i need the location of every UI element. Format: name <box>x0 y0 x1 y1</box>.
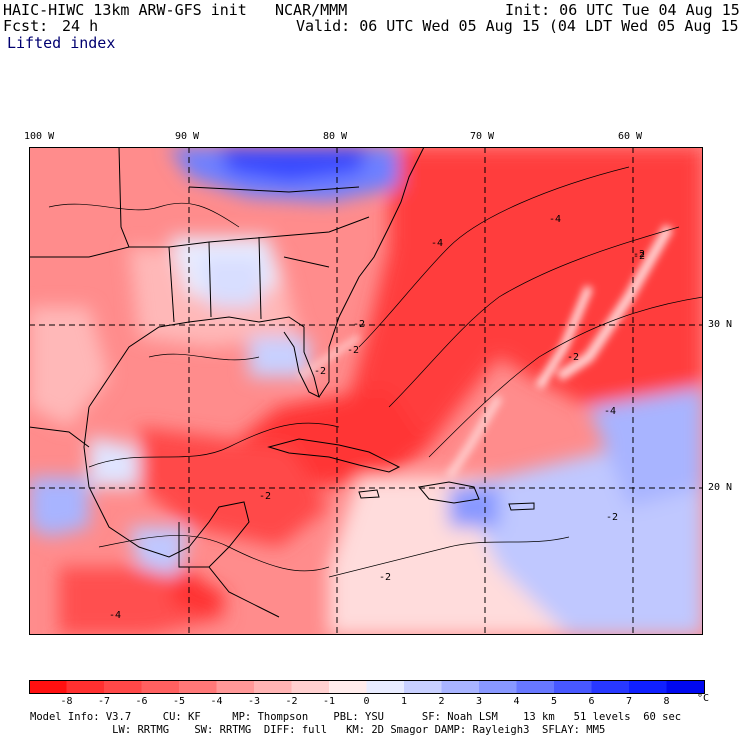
forecast-hour: 24 h <box>62 17 99 35</box>
valid-time: Valid: 06 UTC Wed 05 Aug 15 (04 LDT Wed … <box>296 17 740 35</box>
colorbar-cell <box>141 680 180 694</box>
contour-label: -2 <box>353 319 365 330</box>
model-title: HAIC-HIWC 13km ARW-GFS init <box>3 1 247 19</box>
lifted-index-map: -4 -2 -2 -2 -4 -2 -2 -4 -2 -2 -2 -2 -4 <box>29 147 703 635</box>
colorbar-cell <box>291 680 330 694</box>
colorbar-tick-label: -8 <box>60 696 73 707</box>
map-frame <box>29 147 703 635</box>
colorbar-tick-label: -5 <box>172 696 186 707</box>
contour-label: -2 <box>314 366 326 377</box>
colorbar-cell <box>479 680 517 694</box>
model-info-line2: LW: RRTMG SW: RRTMG DIFF: full KM: 2D Sm… <box>30 724 606 736</box>
colorbar-cell <box>329 680 367 694</box>
model-info-line1: Model Info: V3.7 CU: KF MP: Thompson PBL… <box>30 711 682 723</box>
colorbar-cell <box>66 680 105 694</box>
colorbar-unit: °C <box>697 693 710 704</box>
colorbar-cell <box>554 680 592 694</box>
contour-label: -2 <box>347 345 359 356</box>
lon-label-90w: 90 W <box>175 131 200 142</box>
contour-label: -4 <box>604 406 616 417</box>
colorbar-cell <box>254 680 292 694</box>
colorbar-cell <box>216 680 255 694</box>
field-name: Lifted index <box>7 34 116 52</box>
colorbar-tick-label: 3 <box>475 696 483 707</box>
colorbar-cell <box>404 680 442 694</box>
contour-label: -2 <box>606 512 618 523</box>
colorbar <box>29 680 705 694</box>
colorbar-tick-label: 2 <box>438 696 445 707</box>
contour-labels: -4 -2 -2 -2 -4 -2 -2 -4 -2 -2 -2 -2 -4 <box>109 214 645 621</box>
colorbar-cell <box>179 680 217 694</box>
colorbar-cell <box>104 680 142 694</box>
colorbar-tick-label: 6 <box>588 696 595 707</box>
colorbar-tick-label: 5 <box>550 696 558 707</box>
colorbar-cell <box>29 680 67 694</box>
lat-label-30n: 30 N <box>708 319 733 330</box>
colorbar-tick-label: -1 <box>322 696 336 707</box>
colorbar-tick-label: -4 <box>210 696 223 707</box>
colorbar-cell <box>441 680 480 694</box>
colorbar-cell <box>666 680 705 694</box>
contour-label: -4 <box>109 610 121 621</box>
contour-label: -4 <box>431 238 443 249</box>
lon-label-80w: 80 W <box>323 131 348 142</box>
coastlines <box>29 147 535 618</box>
field-streaks <box>297 224 674 480</box>
colorbar-tick-label: 8 <box>663 696 670 707</box>
colorbar-tick-label: -2 <box>285 696 298 707</box>
contour-label: -2 <box>633 251 645 262</box>
colorbar-cell <box>366 680 405 694</box>
colorbar-tick-label: 7 <box>625 696 633 707</box>
organization: NCAR/MMM <box>275 1 348 19</box>
colorbar-tick-label: 0 <box>363 696 370 707</box>
contour-label: -2 <box>567 352 579 363</box>
colorbar-tick-label: 1 <box>400 696 408 707</box>
field-shading <box>29 147 703 635</box>
contour-label: -2 <box>633 249 645 260</box>
lat-label-20n: 20 N <box>708 482 733 493</box>
contour-label: -2 <box>259 491 271 502</box>
colorbar-tick-label: -3 <box>247 696 261 707</box>
colorbar-tick-label: -6 <box>135 696 148 707</box>
lon-label-70w: 70 W <box>470 131 495 142</box>
lon-label-60w: 60 W <box>618 131 643 142</box>
colorbar-cell <box>629 680 667 694</box>
colorbar-tick-label: 4 <box>513 696 520 707</box>
colorbar-tick-label: -7 <box>97 696 111 707</box>
contours <box>48 166 703 578</box>
contour-label: -4 <box>549 214 561 225</box>
lon-label-100w: 100 W <box>24 131 55 142</box>
graticule <box>29 147 703 635</box>
colorbar-cell <box>591 680 630 694</box>
contour-label: -2 <box>379 572 391 583</box>
forecast-label: Fcst: <box>3 17 49 35</box>
colorbar-cell <box>516 680 555 694</box>
init-time: Init: 06 UTC Tue 04 Aug 15 <box>505 1 740 19</box>
